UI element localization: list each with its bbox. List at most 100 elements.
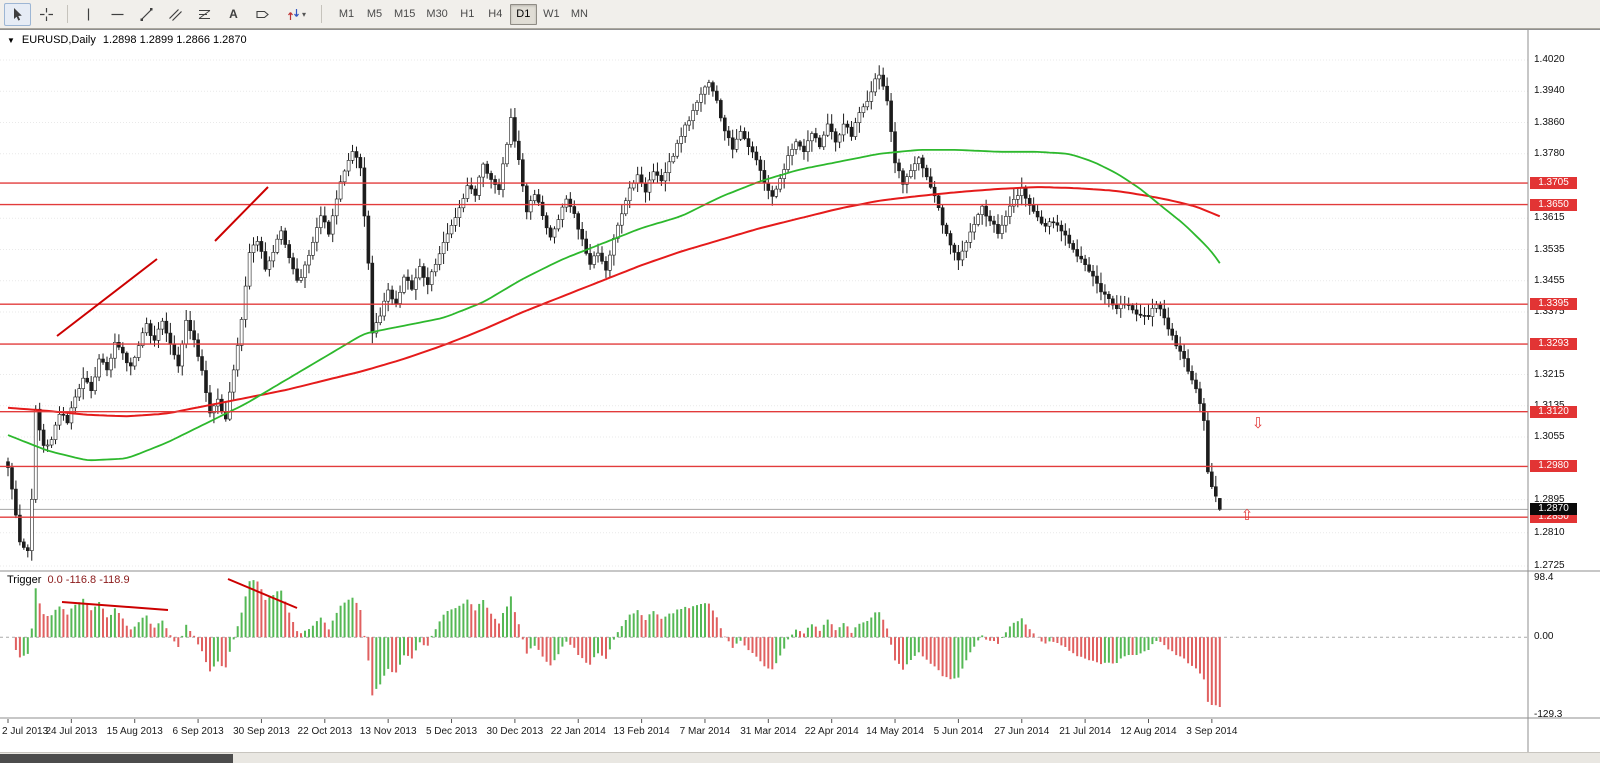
timeframe-button-w1[interactable]: W1 (543, 8, 560, 20)
date-label: 3 Sep 2014 (1186, 726, 1238, 737)
date-label: 12 Aug 2014 (1120, 726, 1177, 737)
toolbar-separator (67, 5, 68, 23)
date-label: 30 Dec 2013 (486, 726, 544, 737)
trendline-object[interactable] (227, 578, 298, 609)
date-label: 13 Feb 2014 (613, 726, 670, 737)
horizontal-line-tool-button[interactable] (104, 3, 131, 26)
price-axis-label: 1.3215 (1534, 368, 1565, 380)
date-label: 31 Mar 2014 (740, 726, 797, 737)
price-axis-label: 1.3455 (1534, 274, 1565, 286)
price-level-badge: 1.3650 (1530, 198, 1577, 211)
timeframe-button-m1[interactable]: M1 (338, 8, 355, 20)
crosshair-icon (40, 7, 53, 21)
timeframe-button-m30[interactable]: M30 (426, 8, 448, 20)
price-axis-label: 1.3375 (1534, 306, 1565, 318)
date-label: 27 Jun 2014 (994, 726, 1050, 737)
chart-canvas[interactable]: ⇩⇧ (0, 30, 1600, 763)
date-label: 21 Jul 2014 (1059, 726, 1111, 737)
date-label: 22 Oct 2013 (297, 726, 353, 737)
price-axis-label: 1.3940 (1534, 85, 1565, 97)
timeframe-button-mn[interactable]: MN (570, 8, 588, 20)
date-label: 5 Jun 2014 (933, 726, 984, 737)
price-axis-label: 1.3135 (1534, 400, 1565, 412)
fibonacci-tool-button[interactable] (191, 3, 218, 26)
horizontal-line-icon (111, 13, 124, 15)
collapse-icon[interactable]: ▼ (7, 35, 15, 45)
price-level-badge: 1.3293 (1530, 338, 1577, 351)
date-label: 14 May 2014 (866, 726, 924, 737)
trendline-icon (140, 7, 153, 21)
price-axis-label: 1.4020 (1534, 54, 1565, 65)
sell-signal-arrow[interactable]: ⇩ (1252, 414, 1265, 432)
price-axis-label: 1.3535 (1534, 243, 1565, 255)
text-tool-button[interactable]: A (220, 3, 247, 26)
date-label: 5 Dec 2013 (425, 726, 478, 737)
scrollbar-thumb[interactable] (0, 754, 233, 763)
price-axis-label: 1.3055 (1534, 431, 1565, 443)
trendline-tool-button[interactable] (133, 3, 160, 26)
current-price-badge: 1.2870 (1530, 503, 1577, 516)
trendline-object[interactable] (214, 186, 269, 242)
toolbar: A ▾ M1 M5 M15 M30 H1 H4 D1 W1 MN (0, 0, 1600, 29)
indicator-name: Trigger (7, 574, 42, 586)
ma-slow-line[interactable] (7, 186, 1221, 418)
chevron-down-icon: ▾ (301, 9, 306, 19)
price-axis-label: 1.2810 (1534, 526, 1565, 538)
price-axis-label: 1.3780 (1534, 147, 1565, 159)
chart-window[interactable]: ⇩ ⇧ ▼ EURUSD,Daily 1.2898 1.2899 1.2866 1… (0, 29, 1600, 763)
date-label: 2 Jul 2013 (2, 726, 49, 737)
date-label: 13 Nov 2013 (359, 726, 417, 737)
price-level-badge: 1.3395 (1530, 298, 1577, 311)
cursor-tool-button[interactable] (4, 2, 31, 26)
ohlc-values: 1.2898 1.2899 1.2866 1.2870 (102, 34, 247, 46)
date-label: 24 Jul 2013 (45, 726, 98, 737)
timeframe-button-h4[interactable]: H4 (488, 8, 503, 20)
symbol-title: EURUSD,Daily (21, 34, 96, 46)
timeframe-button-m5[interactable]: M5 (366, 8, 383, 20)
vertical-line-tool-button[interactable] (75, 3, 102, 26)
buy-signal-arrow[interactable]: ⇧ (1241, 506, 1254, 524)
arrows-icon (288, 8, 299, 20)
trendline-object[interactable] (56, 258, 158, 337)
price-axis-label: 1.2895 (1534, 493, 1565, 505)
text-tool-icon: A (229, 7, 238, 21)
text-label-tool-button[interactable] (249, 3, 276, 26)
grid (0, 59, 1528, 567)
toolbar-separator (321, 5, 322, 23)
date-label: 30 Sep 2013 (233, 726, 290, 737)
price-level-badge: 1.2980 (1530, 460, 1577, 473)
timeframe-buttons: M1 M5 M15 M30 H1 H4 D1 W1 MN (333, 3, 593, 25)
price-axis-label: 1.3615 (1534, 212, 1565, 224)
price-level-badge: 1.3705 (1530, 177, 1577, 190)
price-axis-label: 1.3860 (1534, 116, 1565, 128)
arrows-tool-button[interactable]: ▾ (278, 3, 314, 26)
date-label: 22 Apr 2014 (804, 726, 859, 737)
channel-icon (169, 8, 182, 21)
crosshair-tool-button[interactable] (33, 3, 60, 26)
timeframe-button-h1[interactable]: H1 (460, 8, 475, 20)
equidistant-channel-tool-button[interactable] (162, 3, 189, 26)
label-icon (256, 10, 269, 18)
chart-header: ▼ EURUSD,Daily 1.2898 1.2899 1.2866 1.28… (7, 34, 247, 46)
indicator-axis-label: -129.3 (1534, 709, 1563, 720)
indicator-header: Trigger 0.0 -116.8 -118.9 (7, 574, 130, 586)
timeframe-button-m15[interactable]: M15 (394, 8, 416, 20)
date-label: 15 Aug 2013 (106, 726, 163, 737)
indicator-values: 0.0 -116.8 -118.9 (47, 574, 130, 586)
horizontal-scrollbar[interactable] (0, 752, 1600, 763)
fibonacci-icon (198, 9, 211, 19)
price-level-badge: 1.3120 (1530, 405, 1577, 418)
vertical-line-icon (87, 8, 90, 20)
price-axis-label: 1.2725 (1534, 560, 1565, 571)
date-label: 22 Jan 2014 (550, 726, 606, 737)
candles (6, 65, 1222, 561)
indicator-axis-label: 98.4 (1534, 572, 1554, 583)
indicator-axis-label: 0.00 (1534, 631, 1554, 643)
price-level-lines[interactable] (0, 182, 1528, 518)
trendline-object[interactable] (61, 601, 169, 611)
cursor-icon (14, 7, 22, 21)
indicator-histogram (14, 580, 1221, 707)
timeframe-button-d1[interactable]: D1 (509, 3, 537, 25)
ma-fast-line[interactable] (7, 149, 1221, 462)
date-label: 7 Mar 2014 (679, 726, 731, 737)
